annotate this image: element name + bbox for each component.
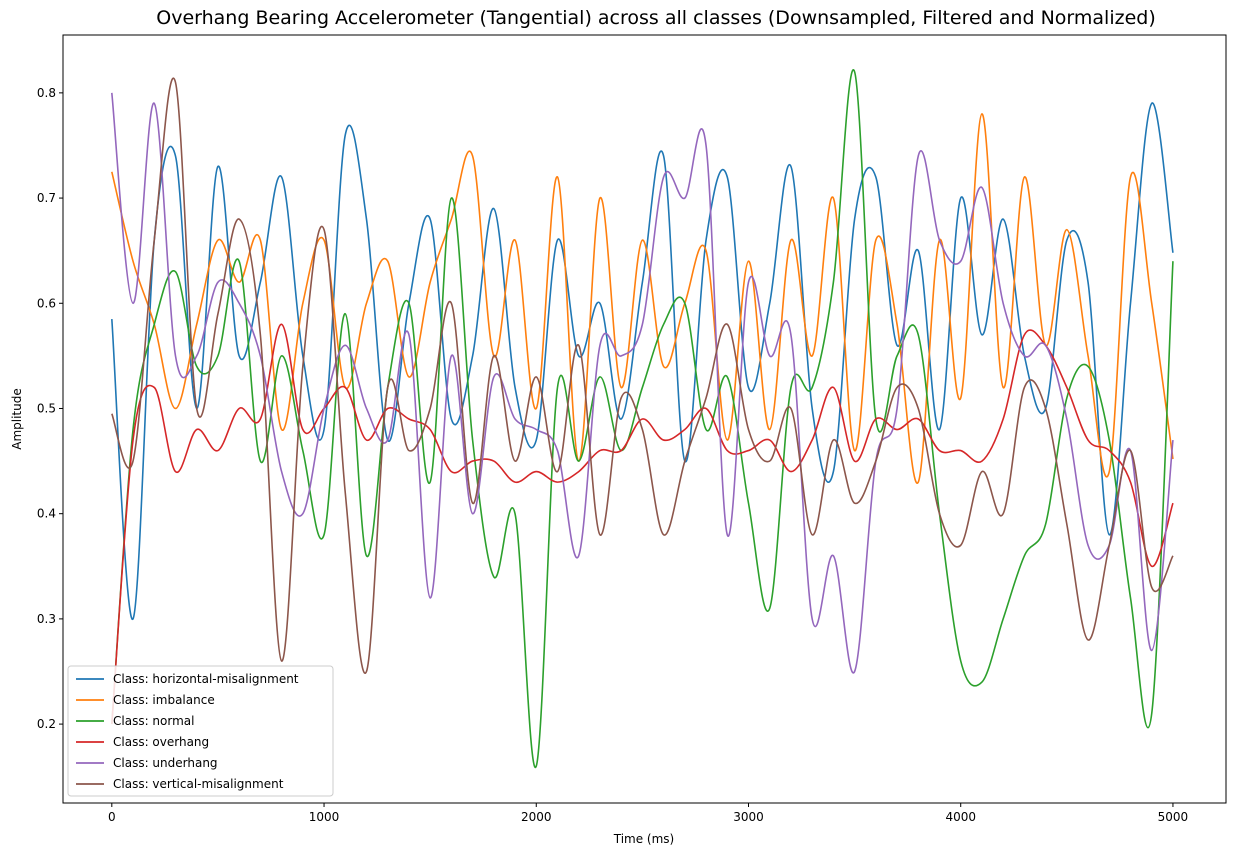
x-tick-label: 1000 (309, 810, 340, 824)
x-axis-label: Time (ms) (613, 832, 675, 846)
plot-area (111, 69, 1174, 769)
legend-label: Class: horizontal-misalignment (113, 672, 299, 686)
y-tick-label: 0.8 (37, 86, 56, 100)
y-tick-label: 0.2 (37, 717, 56, 731)
series-line-3 (111, 323, 1174, 725)
legend-label: Class: normal (113, 714, 194, 728)
legend-label: Class: overhang (113, 735, 209, 749)
y-tick-label: 0.6 (37, 296, 56, 310)
y-axis: 0.2 0.3 0.4 0.5 0.6 0.7 0.8 (37, 86, 63, 731)
series-line-1 (111, 113, 1174, 484)
legend: Class: horizontal-misalignment Class: imb… (67, 665, 334, 797)
x-tick-label: 2000 (521, 810, 552, 824)
x-tick-label: 4000 (945, 810, 976, 824)
y-tick-label: 0.3 (37, 612, 56, 626)
x-tick-label: 5000 (1158, 810, 1189, 824)
y-tick-label: 0.4 (37, 507, 56, 521)
x-axis: 0 1000 2000 3000 4000 5000 (108, 803, 1188, 824)
series-line-0 (111, 102, 1174, 620)
x-tick-label: 0 (108, 810, 116, 824)
y-tick-label: 0.5 (37, 401, 56, 415)
y-tick-label: 0.7 (37, 191, 56, 205)
legend-label: Class: vertical-misalignment (113, 777, 284, 791)
series-line-4 (111, 92, 1174, 674)
plot-frame (62, 34, 1227, 804)
legend-label: Class: imbalance (113, 693, 215, 707)
chart-title: Overhang Bearing Accelerometer (Tangenti… (156, 7, 1156, 29)
series-line-5 (111, 77, 1174, 674)
y-axis-label: Amplitude (10, 388, 24, 450)
legend-label: Class: underhang (113, 756, 218, 770)
x-tick-label: 3000 (733, 810, 764, 824)
legend-box (67, 665, 334, 797)
